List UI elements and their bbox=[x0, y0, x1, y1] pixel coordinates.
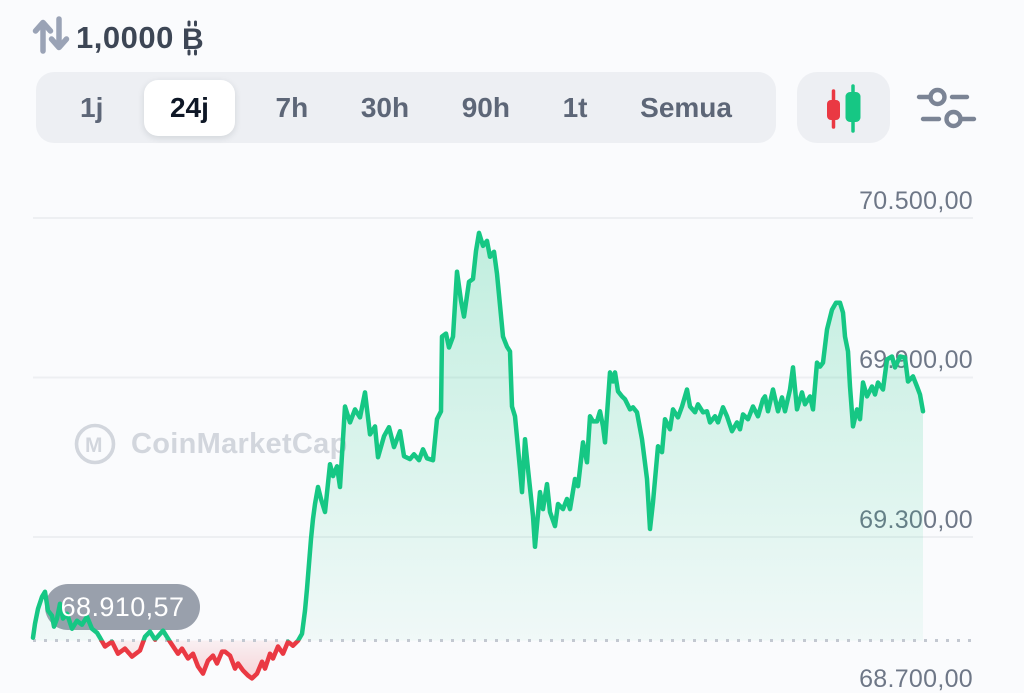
candlestick-toggle-button[interactable] bbox=[797, 72, 890, 143]
y-axis-label: 68.700,00 bbox=[859, 665, 973, 693]
price-badge-value: 68.910,57 bbox=[60, 591, 185, 622]
watermark: M CoinMarketCap bbox=[73, 422, 348, 466]
gridlines bbox=[33, 217, 973, 538]
coinmarketcap-logo-icon: M bbox=[74, 423, 116, 465]
tab-semua[interactable]: Semua bbox=[640, 91, 732, 123]
tab-1t[interactable]: 1t bbox=[562, 91, 588, 123]
chart-settings-button[interactable] bbox=[908, 80, 992, 136]
conversion-amount: 1,0000 B bbox=[76, 16, 206, 60]
candlestick-icon bbox=[826, 83, 860, 133]
amount-value: 1,0000 bbox=[76, 20, 174, 55]
time-range-tab-bar: 1j 24j 7h 30h 90h 1t Semua bbox=[36, 72, 776, 143]
up-down-arrows-icon[interactable] bbox=[32, 12, 70, 58]
tab-90h[interactable]: 90h bbox=[461, 91, 510, 123]
tab-1j[interactable]: 1j bbox=[80, 91, 104, 123]
tab-24j[interactable]: 24j bbox=[143, 79, 235, 136]
svg-text:B: B bbox=[182, 23, 204, 56]
tab-30h[interactable]: 30h bbox=[360, 91, 410, 123]
y-axis-label: 69.900,00 bbox=[859, 346, 973, 374]
y-axis-label: 70.500,00 bbox=[859, 187, 973, 215]
tab-7h[interactable]: 7h bbox=[275, 91, 309, 123]
watermark-text: CoinMarketCap bbox=[131, 427, 348, 460]
bitcoin-symbol-icon: B bbox=[182, 20, 204, 56]
sliders-icon bbox=[916, 87, 977, 129]
svg-text:M: M bbox=[85, 434, 103, 457]
y-axis-label: 69.300,00 bbox=[859, 506, 973, 534]
